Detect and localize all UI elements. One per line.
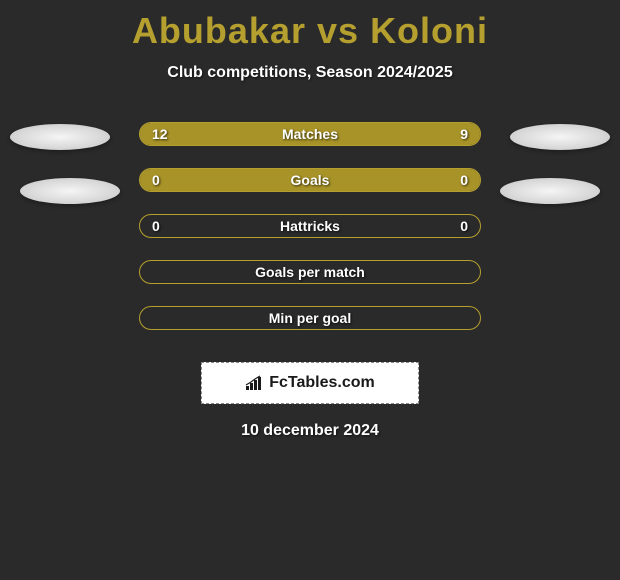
page-title: Abubakar vs Koloni (132, 10, 488, 52)
stat-label: Goals (291, 172, 330, 188)
player1-name: Abubakar (132, 10, 306, 51)
footer-date: 10 december 2024 (241, 422, 379, 440)
brand-text: FcTables.com (245, 374, 375, 392)
stat-row-goals-per-match: Goals per match (139, 260, 481, 284)
stat-label: Matches (282, 126, 338, 142)
stats-area: 12 Matches 9 0 Goals 0 0 Hattricks 0 Goa… (0, 122, 620, 440)
vs-text: vs (317, 10, 359, 51)
stat-label: Min per goal (269, 310, 351, 326)
player2-name: Koloni (370, 10, 488, 51)
stat-right-value: 9 (460, 126, 468, 142)
stat-row-hattricks: 0 Hattricks 0 (139, 214, 481, 238)
subtitle-text: Club competitions, Season 2024/2025 (167, 64, 452, 82)
brand-label: FcTables.com (269, 374, 375, 392)
stat-left-value: 0 (152, 172, 160, 188)
stat-left-value: 12 (152, 126, 168, 142)
stat-right-value: 0 (460, 218, 468, 234)
stat-left-value: 0 (152, 218, 160, 234)
main-container: Abubakar vs Koloni Club competitions, Se… (0, 0, 620, 440)
stat-row-matches: 12 Matches 9 (139, 122, 481, 146)
stat-right-value: 0 (460, 172, 468, 188)
stat-row-goals: 0 Goals 0 (139, 168, 481, 192)
brand-box[interactable]: FcTables.com (201, 362, 419, 404)
stat-label: Goals per match (255, 264, 365, 280)
chart-icon (245, 375, 265, 391)
stat-label: Hattricks (280, 218, 340, 234)
stat-row-min-per-goal: Min per goal (139, 306, 481, 330)
